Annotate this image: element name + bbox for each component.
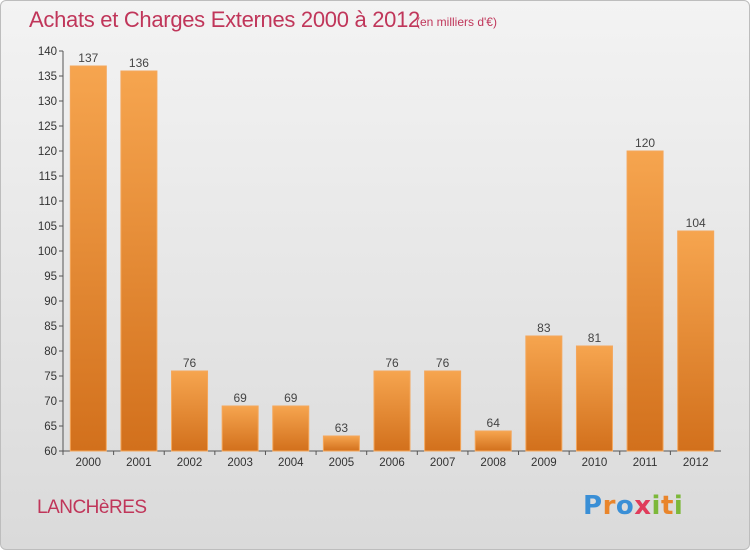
logo-letter: t (660, 491, 674, 521)
x-tick-label: 2006 (379, 457, 405, 469)
y-tick-label: 130 (38, 96, 57, 108)
x-tick-label: 2012 (683, 457, 709, 469)
y-tick-label: 75 (44, 371, 57, 383)
value-label-2002: 76 (183, 356, 197, 370)
y-tick-label: 95 (44, 271, 57, 283)
bar-2011 (626, 150, 664, 452)
bar-2008 (474, 430, 512, 452)
x-tick-label: 2008 (480, 457, 506, 469)
bar-2004 (272, 405, 310, 452)
x-tick-label: 2003 (227, 457, 253, 469)
x-tick-label: 2007 (430, 457, 456, 469)
y-tick-label: 135 (38, 71, 57, 83)
y-tick-label: 60 (44, 446, 57, 458)
chart-bars (69, 65, 715, 452)
bar-2010 (575, 345, 613, 452)
chart-subtitle: (en milliers d'€) (416, 15, 497, 29)
bar-2006 (373, 370, 411, 452)
y-tick-label: 140 (38, 46, 57, 58)
y-tick-label: 105 (38, 221, 57, 233)
y-tick-label: 115 (39, 171, 57, 183)
chart-axes: 60 65 70 75 80 85 90 95 100 105 110 115 120 125 130 135… (38, 46, 721, 469)
x-tick-label: 2005 (329, 457, 355, 469)
y-tick-label: 80 (44, 346, 57, 358)
chart-title: Achats et Charges Externes 2000 à 2012 (29, 7, 420, 32)
bar-2005 (322, 435, 360, 452)
y-tick-label: 110 (39, 196, 57, 208)
y-tick-label: 85 (44, 321, 57, 333)
logo-letter: o (615, 491, 635, 521)
logo-letter: x (634, 491, 652, 521)
value-label-2011: 120 (635, 136, 655, 150)
logo-letter: i (651, 491, 661, 521)
bar-2003 (221, 405, 259, 452)
value-label-2003: 69 (233, 391, 247, 405)
value-label-2006: 76 (385, 356, 399, 370)
bar-2000 (69, 65, 107, 452)
value-label-2000: 137 (78, 51, 98, 65)
value-label-2007: 76 (436, 356, 450, 370)
value-label-2012: 104 (686, 216, 706, 230)
bar-2009 (525, 335, 563, 452)
logo-letter: r (602, 491, 616, 521)
value-label-2008: 64 (487, 416, 501, 430)
x-tick-label: 2002 (177, 457, 203, 469)
chart-value-labels: 137 136 76 69 69 63 76 76 64 83 81 120 104 (78, 51, 706, 435)
value-label-2005: 63 (335, 421, 349, 435)
bar-2001 (120, 70, 158, 452)
bar-2002 (171, 370, 209, 452)
value-label-2001: 136 (129, 56, 149, 70)
y-tick-label: 100 (38, 246, 57, 258)
bar-2012 (677, 230, 715, 452)
logo-letter: i (673, 491, 684, 521)
value-label-2004: 69 (284, 391, 298, 405)
commune-name: LANCHèRES (37, 497, 147, 518)
y-tick-label: 70 (44, 396, 57, 408)
proxiti-logo: Proxiti (583, 491, 683, 521)
x-tick-label: 2004 (278, 457, 304, 469)
x-tick-label: 2009 (531, 457, 557, 469)
bar-2007 (424, 370, 462, 452)
value-label-2009: 83 (537, 321, 551, 335)
y-tick-label: 120 (38, 146, 57, 158)
y-tick-label: 125 (38, 121, 57, 133)
x-tick-label: 2011 (633, 457, 658, 469)
x-tick-label: 2010 (582, 457, 608, 469)
x-tick-label: 2000 (76, 457, 102, 469)
y-tick-label: 65 (44, 421, 57, 433)
logo-letter: P (583, 491, 603, 521)
x-tick-label: 2001 (126, 457, 152, 469)
value-label-2010: 81 (588, 331, 602, 345)
y-tick-label: 90 (44, 296, 57, 308)
